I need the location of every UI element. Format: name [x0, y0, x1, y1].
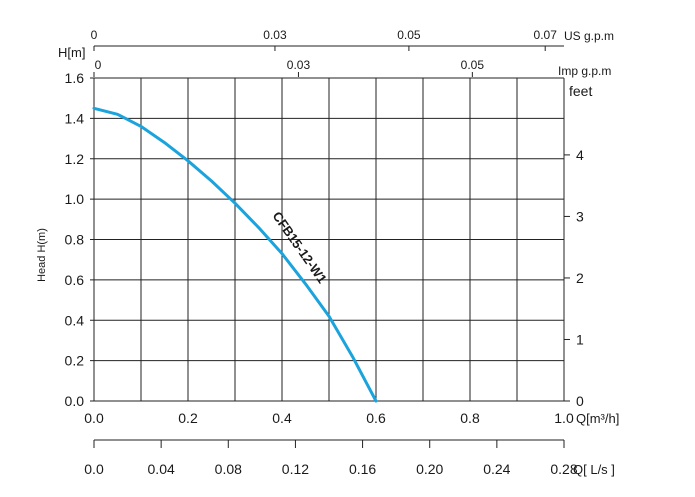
left-tick-label: 0.6	[65, 272, 85, 288]
bottom-axis-title: Q[m³/h]	[576, 411, 619, 426]
top-imp-tick-label: 0	[95, 58, 102, 72]
second-bottom-tick-label: 0.28	[550, 461, 577, 477]
second-bottom-tick-label: 0.12	[282, 461, 309, 477]
top-imp-tick-label: 0.03	[287, 58, 311, 72]
bottom-tick-label: 0.2	[178, 410, 198, 426]
labels: 0.0 0.2 0.4 0.6 0.8 1.0 1.2 1.4 1.6 H[m] Head H(m)…	[36, 28, 619, 477]
second-bottom-tick-label: 0.24	[483, 461, 510, 477]
bottom-tick-label: 0.0	[84, 410, 104, 426]
right-tick-label: 4	[576, 147, 584, 163]
second-bottom-axis-title: Q[ L/s ]	[573, 462, 615, 477]
left-tick-label: 0.0	[65, 393, 85, 409]
left-tick-label: 0.2	[65, 353, 85, 369]
top-imp-axis-title: Imp g.p.m	[558, 64, 611, 78]
grid	[93, 77, 565, 402]
right-tick-label: 1	[576, 331, 584, 347]
second-bottom-tick-label: 0.0	[84, 461, 104, 477]
second-bottom-tick-label: 0.08	[215, 461, 242, 477]
bottom-tick-label: 0.6	[366, 410, 386, 426]
second-bottom-tick-label: 0.04	[148, 461, 175, 477]
second-bottom-tick-label: 0.20	[416, 461, 443, 477]
right-tick-label: 0	[576, 393, 584, 409]
top-us-tick-label: 0	[91, 28, 98, 42]
second-bottom-tick-label: 0.16	[349, 461, 376, 477]
left-tick-label: 1.4	[65, 110, 85, 126]
axes	[90, 45, 570, 448]
top-us-tick-label: 0.07	[534, 28, 558, 42]
top-imp-tick-label: 0.05	[461, 58, 485, 72]
left-tick-label: 1.0	[65, 191, 85, 207]
series-layer	[92, 106, 378, 403]
bottom-tick-label: 0.4	[272, 410, 292, 426]
left-axis-side-title: Head H(m)	[36, 228, 48, 282]
left-tick-label: 1.2	[65, 151, 85, 167]
top-us-axis-title: US g.p.m	[564, 29, 614, 43]
top-us-tick-label: 0.03	[263, 28, 287, 42]
right-axis-title: feet	[569, 83, 592, 99]
bottom-tick-label: 0.8	[460, 410, 480, 426]
right-tick-label: 2	[576, 270, 584, 286]
bottom-tick-label: 1.0	[554, 410, 574, 426]
left-tick-label: 1.6	[65, 70, 85, 86]
right-tick-label: 3	[576, 208, 584, 224]
left-tick-label: 0.4	[65, 312, 85, 328]
left-tick-label: 0.8	[65, 232, 85, 248]
top-us-tick-label: 0.05	[397, 28, 421, 42]
left-axis-title: H[m]	[58, 45, 85, 60]
